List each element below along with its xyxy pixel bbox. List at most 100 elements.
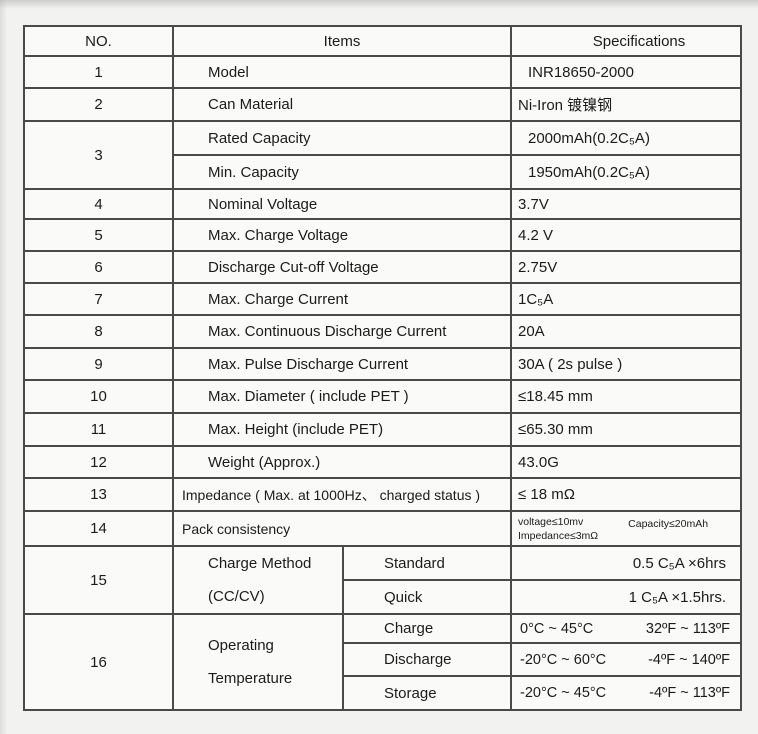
row15-spec-standard: 0.5 C₅A ×6hrs xyxy=(510,545,742,581)
row2-spec: Ni-Iron 镀镍钢 xyxy=(510,87,742,122)
row16-spec-charge: 0°C ~ 45°C 32ºF ~ 113ºF xyxy=(510,613,742,644)
row4-item: Nominal Voltage xyxy=(172,188,512,220)
table-row: 12 Weight (Approx.) 43.0G xyxy=(23,445,742,479)
row13-item: Impedance ( Max. at 1000Hz、 charged stat… xyxy=(172,477,512,512)
row3-spec-min: 1950mAh(0.2C₅A) xyxy=(510,154,742,190)
header-specifications: Specifications xyxy=(510,25,742,57)
row14-spec: voltage≤10mv Impedance≤3mΩ Capacity≤20mA… xyxy=(510,510,742,547)
operating-temperature-line1: Operating xyxy=(208,637,274,654)
row10-no: 10 xyxy=(23,379,174,414)
table-row: Storage -20°C ~ 45°C -4ºF ~ 113ºF xyxy=(24,675,742,711)
charge-method-line2: (CC/CV) xyxy=(208,588,265,605)
row6-no: 6 xyxy=(23,250,174,284)
table-row: 7 Max. Charge Current 1C₅A xyxy=(23,282,742,316)
table-row: 3 Rated Capacity 2000mAh(0.2C₅A) xyxy=(23,120,742,190)
discharge-temp-fahrenheit: -4ºF ~ 140ºF xyxy=(648,651,730,668)
charge-temp-range: 0°C ~ 45°C 32ºF ~ 113ºF xyxy=(513,620,739,637)
table-row: 13 Impedance ( Max. at 1000Hz、 charged s… xyxy=(23,477,742,512)
row2-item: Can Material xyxy=(172,87,512,122)
discharge-temp-celsius: -20°C ~ 60°C xyxy=(520,651,607,668)
operating-temperature-line2: Temperature xyxy=(208,670,293,687)
row9-item: Max. Pulse Discharge Current xyxy=(172,347,512,381)
discharge-temp-range: -20°C ~ 60°C -4ºF ~ 140ºF xyxy=(513,651,739,668)
header-items: Items xyxy=(172,25,512,57)
operating-temperature-label: Operating Temperature xyxy=(175,629,341,695)
row6-item: Discharge Cut-off Voltage xyxy=(172,250,512,284)
row11-spec: ≤65.30 mm xyxy=(510,412,742,447)
table-row: 2 Can Material Ni-Iron 镀镍钢 xyxy=(23,87,742,122)
row7-spec: 1C₅A xyxy=(510,282,742,316)
pack-consistency-values: voltage≤10mv Impedance≤3mΩ Capacity≤20mA… xyxy=(513,513,739,544)
row8-no: 8 xyxy=(23,314,174,349)
header-no: NO. xyxy=(23,25,174,57)
storage-temp-range: -20°C ~ 45°C -4ºF ~ 113ºF xyxy=(513,685,739,701)
table-row: 9 Max. Pulse Discharge Current 30A ( 2s … xyxy=(23,347,742,381)
row11-item: Max. Height (include PET) xyxy=(172,412,512,447)
row10-spec: ≤18.45 mm xyxy=(510,379,742,414)
row4-no: 4 xyxy=(23,188,174,220)
row15-sublabel-quick: Quick xyxy=(342,579,512,615)
row1-no: 1 xyxy=(23,55,174,89)
row12-no: 12 xyxy=(23,445,174,479)
table-row: 6 Discharge Cut-off Voltage 2.75V xyxy=(23,250,742,284)
row16-sublabel-charge: Charge xyxy=(342,613,512,644)
row13-spec: ≤ 18 mΩ xyxy=(510,477,742,512)
row3-no: 3 xyxy=(23,120,174,190)
row3-item-min: Min. Capacity xyxy=(172,154,512,190)
pack-impedance-limit: Impedance≤3mΩ xyxy=(518,530,599,542)
row14-no: 14 xyxy=(23,510,174,547)
table-row: 10 Max. Diameter ( include PET ) ≤18.45 … xyxy=(23,379,742,414)
battery-spec-table: NO. Items Specifications 1 Model INR1865… xyxy=(23,25,742,711)
table-row: 5 Max. Charge Voltage 4.2 V xyxy=(23,218,742,252)
table-row: 14 Pack consistency voltage≤10mv Impedan… xyxy=(23,510,742,547)
table-row: 1 Model INR18650-2000 xyxy=(23,55,742,89)
row9-spec: 30A ( 2s pulse ) xyxy=(510,347,742,381)
row9-no: 9 xyxy=(23,347,174,381)
row5-item: Max. Charge Voltage xyxy=(172,218,512,252)
row15-no: 15 xyxy=(23,545,174,615)
table-row: 8 Max. Continuous Discharge Current 20A xyxy=(23,314,742,349)
row12-item: Weight (Approx.) xyxy=(172,445,512,479)
row3-spec-rated: 2000mAh(0.2C₅A) xyxy=(510,120,742,156)
table-row: Quick 1 C₅A ×1.5hrs. xyxy=(24,579,742,615)
row12-spec: 43.0G xyxy=(510,445,742,479)
charge-temp-fahrenheit: 32ºF ~ 113ºF xyxy=(645,620,730,637)
pack-voltage-limit: voltage≤10mv xyxy=(518,516,584,528)
table-row: 4 Nominal Voltage 3.7V xyxy=(23,188,742,220)
row13-no: 13 xyxy=(23,477,174,512)
header-row: NO. Items Specifications xyxy=(23,25,742,57)
pack-voltage-impedance: voltage≤10mv Impedance≤3mΩ xyxy=(518,515,598,543)
table-row: 16 Operating Temperature Charge 0°C ~ 45… xyxy=(23,613,742,711)
row5-spec: 4.2 V xyxy=(510,218,742,252)
table-row: 15 Charge Method (CC/CV) Standard 0.5 C₅… xyxy=(23,545,742,615)
row6-spec: 2.75V xyxy=(510,250,742,284)
row15-item: Charge Method (CC/CV) xyxy=(172,545,344,615)
charge-method-label: Charge Method (CC/CV) xyxy=(175,548,341,612)
row16-no: 16 xyxy=(23,613,174,711)
row1-item: Model xyxy=(172,55,512,89)
pack-capacity-limit: Capacity≤20mAh xyxy=(628,518,709,530)
row10-item: Max. Diameter ( include PET ) xyxy=(172,379,512,414)
storage-temp-celsius: -20°C ~ 45°C xyxy=(520,685,607,701)
table-row: Min. Capacity 1950mAh(0.2C₅A) xyxy=(24,154,742,190)
row7-no: 7 xyxy=(23,282,174,316)
row16-spec-discharge: -20°C ~ 60°C -4ºF ~ 140ºF xyxy=(510,642,742,677)
row15-spec-quick: 1 C₅A ×1.5hrs. xyxy=(510,579,742,615)
row11-no: 11 xyxy=(23,412,174,447)
row16-sublabel-storage: Storage xyxy=(342,675,512,711)
row16-item: Operating Temperature xyxy=(172,613,344,711)
row3-item-rated: Rated Capacity xyxy=(172,120,512,156)
row4-spec: 3.7V xyxy=(510,188,742,220)
row8-spec: 20A xyxy=(510,314,742,349)
charge-temp-celsius: 0°C ~ 45°C xyxy=(520,620,594,637)
row7-item: Max. Charge Current xyxy=(172,282,512,316)
table-row: Discharge -20°C ~ 60°C -4ºF ~ 140ºF xyxy=(24,642,742,677)
charge-method-line1: Charge Method xyxy=(208,555,312,572)
row1-spec: INR18650-2000 xyxy=(510,55,742,89)
table-row: 11 Max. Height (include PET) ≤65.30 mm xyxy=(23,412,742,447)
row15-sublabel-standard: Standard xyxy=(342,545,512,581)
row8-item: Max. Continuous Discharge Current xyxy=(172,314,512,349)
row16-spec-storage: -20°C ~ 45°C -4ºF ~ 113ºF xyxy=(510,675,742,711)
storage-temp-fahrenheit: -4ºF ~ 113ºF xyxy=(649,685,730,701)
